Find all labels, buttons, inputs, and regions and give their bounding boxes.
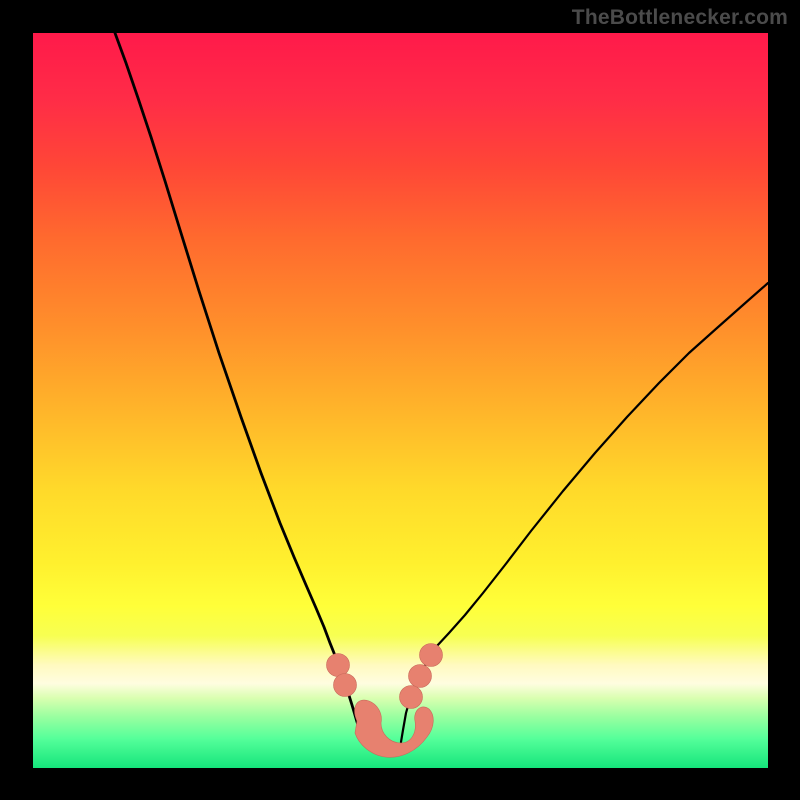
- gradient-background: [33, 33, 768, 768]
- plot-area: [33, 33, 768, 768]
- bead-marker: [334, 674, 357, 697]
- bead-marker: [327, 654, 350, 677]
- bead-marker: [409, 665, 432, 688]
- plot-svg: [33, 33, 768, 768]
- bead-marker: [400, 686, 423, 709]
- bead-marker: [420, 644, 443, 667]
- attribution-label: TheBottlenecker.com: [572, 6, 788, 30]
